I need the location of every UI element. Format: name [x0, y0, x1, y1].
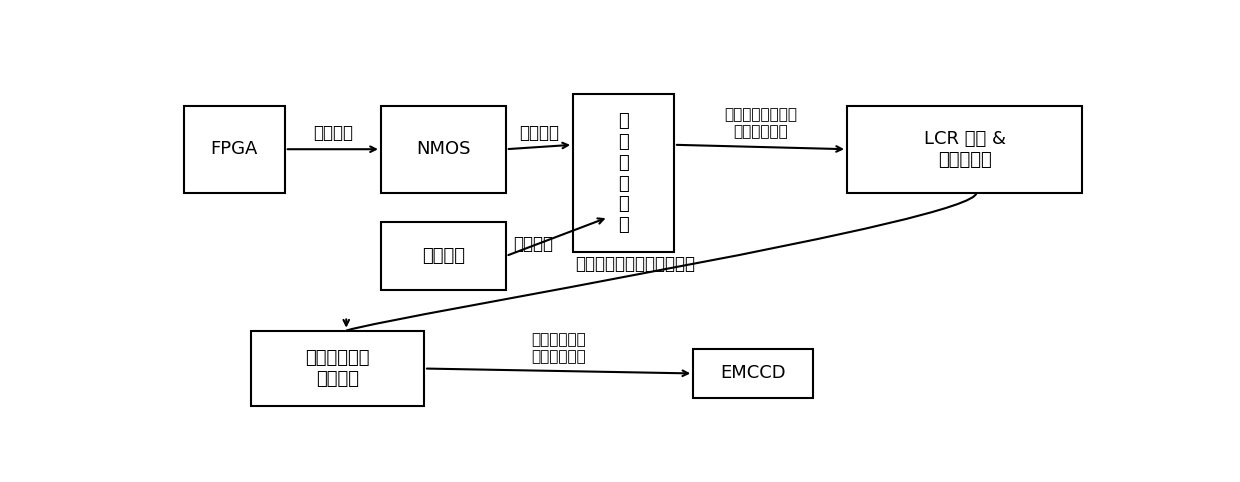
- Text: 在磁通量突变时，
产生感生电压: 在磁通量突变时， 产生感生电压: [724, 107, 797, 139]
- Bar: [184, 106, 285, 193]
- Text: 产生一定峰峰值的正弦信号: 产生一定峰峰值的正弦信号: [575, 255, 696, 273]
- Bar: [250, 331, 424, 406]
- Text: EMCCD: EMCCD: [720, 364, 786, 382]
- Bar: [573, 94, 675, 252]
- Bar: [381, 106, 506, 193]
- Text: 时序信号: 时序信号: [312, 124, 353, 142]
- Text: 直流偏置: 直流偏置: [513, 235, 553, 253]
- Text: 可调电源: 可调电源: [422, 247, 465, 265]
- Bar: [693, 349, 813, 398]
- Text: 产生磁场: 产生磁场: [520, 124, 559, 142]
- Text: FPGA: FPGA: [211, 140, 258, 158]
- Text: 二极管低电平
钳位电路: 二极管低电平 钳位电路: [305, 349, 370, 388]
- Text: 双
孔
磁
环
线
圈: 双 孔 磁 环 线 圈: [618, 112, 629, 234]
- Bar: [381, 222, 506, 290]
- Text: LCR 回路 &
低通滤波器: LCR 回路 & 低通滤波器: [924, 130, 1006, 169]
- Text: 满足低电平要
求的正弦信号: 满足低电平要 求的正弦信号: [531, 332, 587, 364]
- Bar: [847, 106, 1083, 193]
- Text: NMOS: NMOS: [417, 140, 470, 158]
